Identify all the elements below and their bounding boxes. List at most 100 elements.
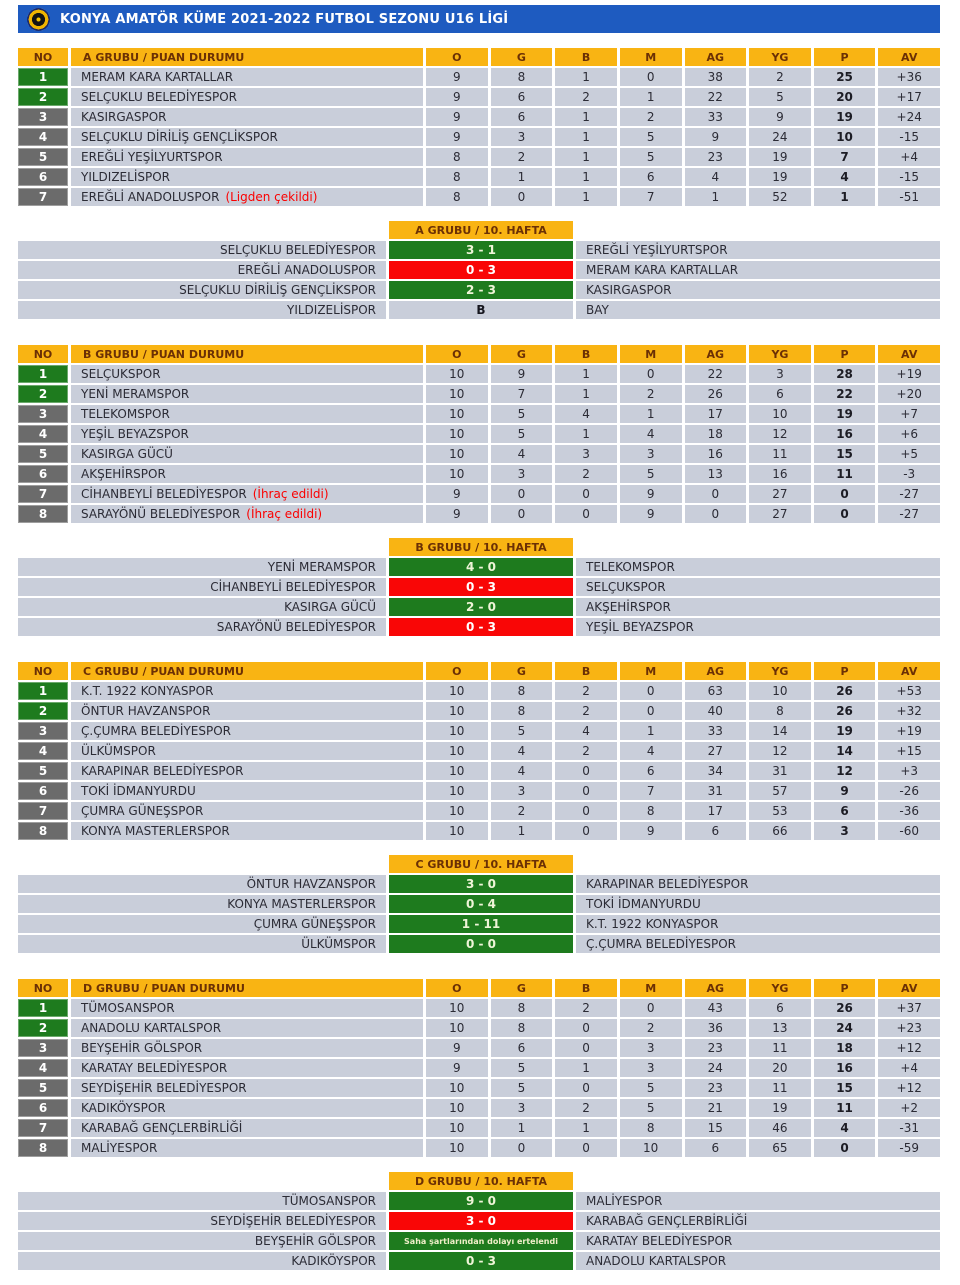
stat-cell: 4	[619, 425, 682, 443]
stat-cell: 5	[490, 425, 553, 443]
stat-cell: 1	[555, 68, 617, 86]
team-name: AKŞEHİRSPOR	[81, 467, 166, 481]
stat-cell: 5	[619, 1079, 682, 1097]
col-header-stat: AG	[684, 662, 747, 680]
team-name: KARABAĞ GENÇLERBİRLİĞİ	[81, 1121, 243, 1135]
stat-cell: 1	[555, 168, 617, 186]
week-header: B GRUBU / 10. HAFTA	[389, 538, 573, 556]
stat-cell: 40	[684, 702, 747, 720]
team-name: KARAPINAR BELEDİYESPOR	[81, 764, 244, 778]
stat-cell: 0	[555, 782, 617, 800]
team-cell: KONYA MASTERLERSPOR	[71, 822, 423, 840]
stat-cell: 10	[426, 365, 488, 383]
rank-badge: 4	[18, 425, 68, 443]
stat-cell: 1	[490, 168, 553, 186]
stat-cell: 1	[619, 405, 682, 423]
group-section: NO D GRUBU / PUAN DURUMU O G B M AG YG P AV 1 TÜMOS…	[18, 979, 940, 1270]
team-name: ANADOLU KARTALSPOR	[81, 1021, 222, 1035]
home-team: CİHANBEYLİ BELEDİYESPOR	[18, 578, 386, 596]
team-cell: SELÇUKLU BELEDİYESPOR	[71, 88, 423, 106]
stat-cell: 9	[619, 485, 682, 503]
team-name: KADIKÖYSPOR	[81, 1101, 166, 1115]
stat-cell: 52	[749, 188, 811, 206]
stat-cell: 19	[813, 405, 876, 423]
away-team: YEŞİL BEYAZSPOR	[576, 618, 940, 636]
away-team: KARATAY BELEDİYESPOR	[576, 1232, 940, 1250]
stat-cell: 1	[813, 188, 876, 206]
rank-badge: 5	[18, 1079, 68, 1097]
stat-cell: 1	[555, 188, 617, 206]
stat-cell: 12	[749, 425, 811, 443]
away-team: KASIRGASPOR	[576, 281, 940, 299]
stat-cell: 9	[426, 128, 488, 146]
stat-cell: 6	[490, 88, 553, 106]
away-team: TELEKOMSPOR	[576, 558, 940, 576]
stat-cell: +5	[878, 445, 940, 463]
stat-cell: 4	[555, 722, 617, 740]
team-cell: YENİ MERAMSPOR	[71, 385, 423, 403]
stat-cell: -31	[878, 1119, 940, 1137]
team-cell: KARATAY BELEDİYESPOR	[71, 1059, 423, 1077]
rank-badge: 2	[18, 385, 68, 403]
rank-badge: 3	[18, 405, 68, 423]
stat-cell: 4	[555, 405, 617, 423]
stat-cell: 24	[813, 1019, 876, 1037]
stat-cell: 8	[619, 802, 682, 820]
home-team: SEYDİŞEHİR BELEDİYESPOR	[18, 1212, 386, 1230]
stat-cell: 22	[684, 88, 747, 106]
stat-cell: 8	[749, 702, 811, 720]
stat-cell: 10	[426, 385, 488, 403]
stat-cell: 5	[749, 88, 811, 106]
stat-cell: 2	[555, 702, 617, 720]
team-cell: ÇUMRA GÜNEŞSPOR	[71, 802, 423, 820]
rank-badge: 8	[18, 822, 68, 840]
score-box: 1 - 11	[389, 915, 573, 933]
stat-cell: 10	[426, 682, 488, 700]
stat-cell: 19	[813, 722, 876, 740]
team-cell: KARAPINAR BELEDİYESPOR	[71, 762, 423, 780]
stat-cell: 5	[490, 1059, 553, 1077]
stat-cell: 2	[490, 802, 553, 820]
col-header-stat: O	[426, 662, 488, 680]
col-header-stat: G	[490, 662, 553, 680]
group-title-header: D GRUBU / PUAN DURUMU	[71, 979, 423, 997]
home-team: EREĞLİ ANADOLUSPOR	[18, 261, 386, 279]
away-team: KARABAĞ GENÇLERBİRLİĞİ	[576, 1212, 940, 1230]
stat-cell: 9	[619, 505, 682, 523]
stat-cell: 2	[619, 385, 682, 403]
team-name: ÇUMRA GÜNEŞSPOR	[81, 804, 204, 818]
team-name: EREĞLİ ANADOLUSPOR	[81, 190, 220, 204]
stat-cell: 0	[555, 505, 617, 523]
stat-cell: 18	[813, 1039, 876, 1057]
stat-cell: 20	[813, 88, 876, 106]
stat-cell: 0	[555, 762, 617, 780]
rank-badge: 7	[18, 802, 68, 820]
rank-badge: 6	[18, 168, 68, 186]
away-team: KARAPINAR BELEDİYESPOR	[576, 875, 940, 893]
stat-cell: 66	[749, 822, 811, 840]
stat-cell: 34	[684, 762, 747, 780]
team-cell: KASIRGA GÜCÜ	[71, 445, 423, 463]
stat-cell: 8	[490, 1019, 553, 1037]
stat-cell: 10	[426, 1139, 488, 1157]
stat-cell: 6	[749, 999, 811, 1017]
stat-cell: 25	[813, 68, 876, 86]
team-name: KASIRGASPOR	[81, 110, 167, 124]
team-name: TELEKOMSPOR	[81, 407, 170, 421]
team-cell: EREĞLİ YEŞİLYURTSPOR	[71, 148, 423, 166]
score-box: 2 - 3	[389, 281, 573, 299]
col-header-stat: O	[426, 345, 488, 363]
federation-badge-icon	[27, 7, 50, 31]
team-cell: KADIKÖYSPOR	[71, 1099, 423, 1117]
stat-cell: 8	[426, 148, 488, 166]
team-note: (İhraç edildi)	[252, 487, 329, 501]
stat-cell: 10	[426, 1019, 488, 1037]
stat-cell: 4	[490, 445, 553, 463]
groups-container: NO A GRUBU / PUAN DURUMU O G B M AG YG P AV 1 MERAM…	[18, 48, 940, 1270]
team-name: YEŞİL BEYAZSPOR	[81, 427, 189, 441]
rank-badge: 2	[18, 702, 68, 720]
stat-cell: 17	[684, 802, 747, 820]
week-results-table: C GRUBU / 10. HAFTA ÖNTUR HAVZANSPOR 3 - 0…	[18, 855, 940, 953]
col-header-no: NO	[18, 979, 68, 997]
stat-cell: +32	[878, 702, 940, 720]
